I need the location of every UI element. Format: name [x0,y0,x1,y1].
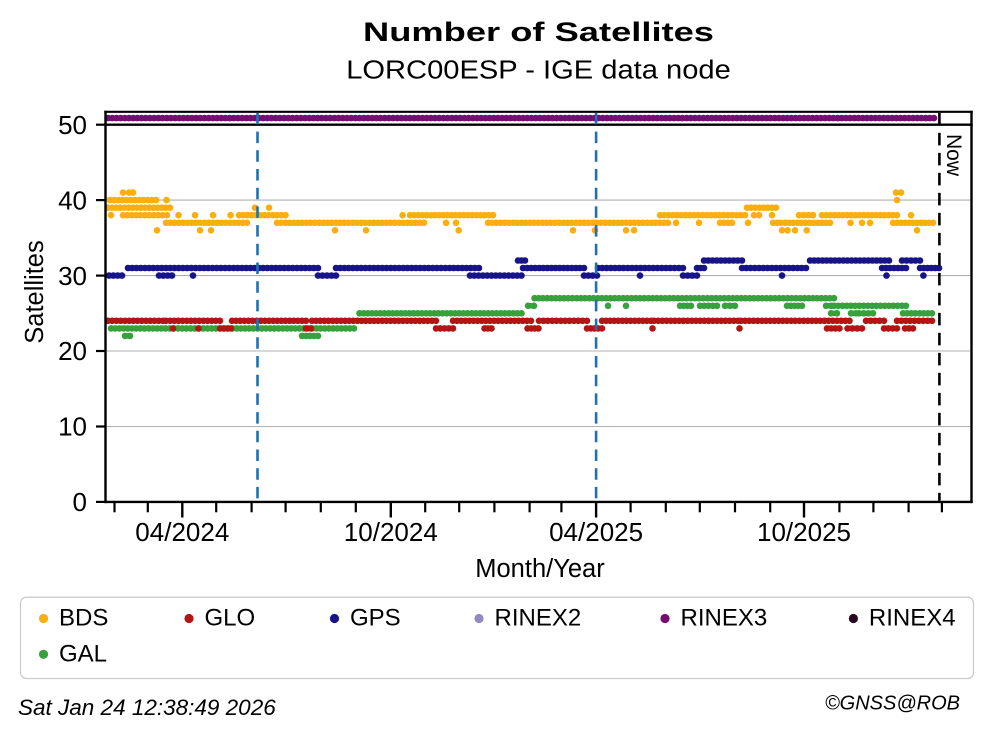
svg-text:30: 30 [58,261,87,291]
svg-text:40: 40 [58,185,87,215]
svg-text:50: 50 [58,110,87,140]
svg-text:LORC00ESP - IGE data node: LORC00ESP - IGE data node [346,55,731,84]
svg-text:Satellites: Satellites [21,240,49,343]
svg-text:RINEX4: RINEX4 [869,605,956,632]
svg-text:Number of Satellites: Number of Satellites [363,17,714,47]
svg-text:Month/Year: Month/Year [475,555,605,583]
svg-text:RINEX2: RINEX2 [495,605,582,632]
svg-text:10/2025: 10/2025 [757,517,851,547]
svg-text:BDS: BDS [59,605,108,632]
svg-text:Now: Now [942,134,965,177]
svg-text:Sat Jan 24 12:38:49 2026: Sat Jan 24 12:38:49 2026 [18,695,276,720]
svg-text:RINEX3: RINEX3 [681,605,768,632]
svg-text:04/2025: 04/2025 [549,517,643,547]
svg-text:10: 10 [58,412,87,442]
svg-text:04/2024: 04/2024 [135,517,229,547]
svg-text:©GNSS@ROB: ©GNSS@ROB [825,693,960,715]
svg-text:0: 0 [73,487,87,517]
svg-text:20: 20 [58,336,87,366]
svg-text:GLO: GLO [205,605,256,632]
svg-text:10/2024: 10/2024 [344,517,438,547]
svg-text:GPS: GPS [350,605,401,632]
svg-text:GAL: GAL [59,640,107,667]
